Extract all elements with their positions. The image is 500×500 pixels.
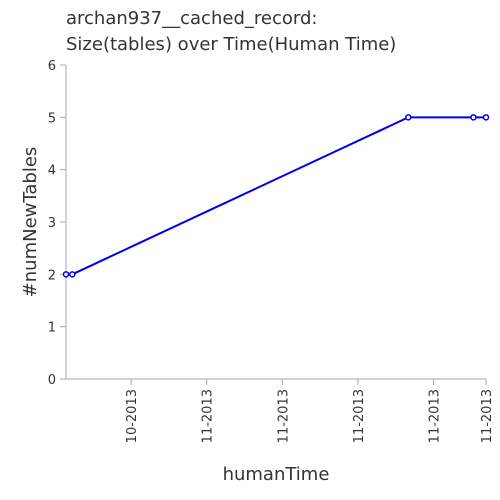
x-tick-label: 11-2013 bbox=[480, 389, 495, 443]
y-tick-label: 5 bbox=[48, 111, 56, 126]
data-point bbox=[405, 114, 412, 121]
data-point bbox=[69, 271, 76, 278]
x-tick-label: 11-2013 bbox=[201, 389, 216, 443]
y-tick-label: 3 bbox=[48, 216, 56, 231]
y-tick-label: 0 bbox=[48, 373, 56, 388]
y-tick-label: 4 bbox=[48, 164, 56, 179]
x-tick-label: 11-2013 bbox=[352, 389, 367, 443]
axes: 0 1 2 3 4 5 6 10-2013 11-2013 11-2013 11-2013 11-20… bbox=[48, 59, 495, 443]
y-tick-label: 6 bbox=[48, 59, 56, 74]
y-axis-label: #numNewTables bbox=[20, 147, 41, 298]
data-point bbox=[482, 114, 490, 121]
data-point bbox=[470, 114, 477, 121]
x-axis-label: humanTime bbox=[223, 464, 330, 485]
x-tick-label: 11-2013 bbox=[428, 389, 443, 443]
x-tick-label: 11-2013 bbox=[276, 389, 291, 443]
y-tick-label: 2 bbox=[48, 268, 56, 283]
x-tick-label: 10-2013 bbox=[125, 389, 140, 443]
y-tick-label: 1 bbox=[48, 321, 56, 336]
chart-title-line-2: Size(tables) over Time(Human Time) bbox=[66, 34, 396, 55]
series-line bbox=[66, 116, 486, 276]
data-point bbox=[62, 271, 70, 278]
plot-area bbox=[62, 114, 490, 278]
chart-title-line-1: archan937__cached_record: bbox=[66, 8, 317, 29]
